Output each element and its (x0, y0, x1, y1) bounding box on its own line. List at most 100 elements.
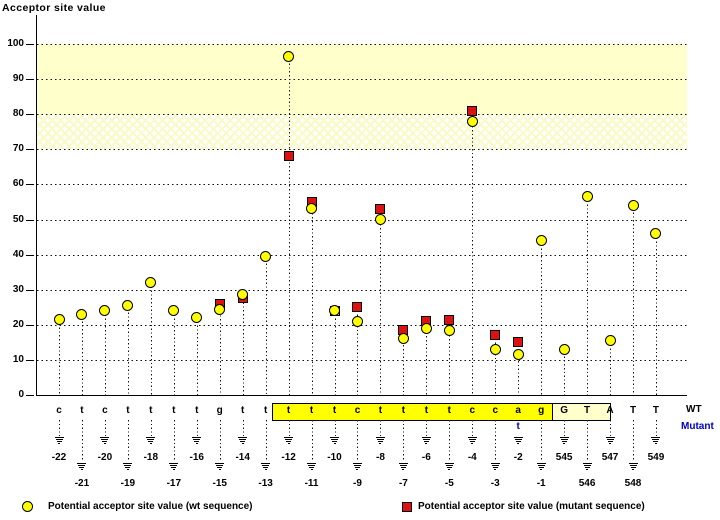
axis-stem (655, 420, 657, 436)
ground-symbol (536, 463, 546, 464)
ground-symbol (125, 467, 131, 468)
axis-stem (334, 420, 336, 436)
y-tick-40 (26, 254, 34, 256)
ground-symbol (217, 467, 223, 468)
position-label: 548 (624, 478, 642, 489)
ground-symbol (147, 439, 155, 440)
ground-symbol (240, 441, 246, 442)
ground-symbol (169, 463, 179, 464)
data-stem (655, 233, 657, 395)
ground-symbol (609, 443, 612, 444)
position-label: -7 (398, 478, 408, 489)
sequence-base: t (424, 405, 429, 416)
y-tick-label-30: 30 (12, 283, 24, 295)
position-label: 547 (601, 452, 619, 463)
mutant-marker-square (467, 105, 478, 116)
ground-symbol (146, 437, 156, 438)
sequence-base: t (332, 405, 337, 416)
position-label: 546 (578, 478, 596, 489)
ground-symbol (515, 441, 521, 442)
wt-marker-circle (329, 305, 341, 317)
data-stem (426, 321, 428, 395)
ground-symbol (471, 443, 474, 444)
ground-symbol (309, 467, 315, 468)
axis-stem (311, 420, 313, 462)
ground-symbol (356, 469, 359, 470)
position-label: -19 (120, 478, 136, 489)
data-stem (403, 330, 405, 395)
ground-symbol (448, 469, 451, 470)
sequence-base: g (538, 405, 545, 416)
ground-symbol (80, 469, 83, 470)
ground-symbol (172, 469, 175, 470)
ground-symbol (492, 467, 498, 468)
ground-symbol (331, 439, 339, 440)
position-label: -22 (51, 452, 67, 463)
ground-symbol (77, 463, 87, 464)
data-stem (380, 208, 382, 395)
position-label: -17 (166, 478, 182, 489)
wt-marker-circle (145, 277, 157, 289)
gt-box (552, 403, 612, 421)
gridline-10 (37, 359, 687, 361)
ground-symbol (560, 439, 568, 440)
data-stem (173, 310, 175, 395)
ground-symbol (632, 469, 634, 470)
position-label: -1 (536, 478, 546, 489)
ground-symbol (54, 437, 64, 438)
gridline-90 (37, 79, 687, 81)
ground-symbol (514, 439, 522, 440)
wt-marker-circle (397, 333, 409, 345)
axis-stem (104, 420, 106, 436)
ground-symbol (286, 441, 292, 442)
data-stem (150, 282, 152, 395)
data-stem (541, 240, 543, 395)
wt-marker-circle (306, 203, 318, 215)
ground-symbol (584, 467, 590, 468)
ground-symbol (423, 441, 429, 442)
y-tick-label-90: 90 (12, 73, 24, 85)
mutant-row-label: Mutant (681, 421, 714, 432)
ground-symbol (628, 463, 638, 464)
sequence-base: t (447, 405, 451, 416)
data-stem (518, 342, 520, 395)
sequence-base: t (378, 405, 383, 416)
y-tick-label-50: 50 (12, 213, 24, 225)
ground-symbol (398, 463, 408, 464)
y-tick-50 (26, 219, 34, 221)
data-stem (311, 201, 313, 395)
position-label: -8 (375, 452, 385, 463)
ground-symbol (218, 469, 221, 470)
data-stem (587, 196, 589, 395)
data-stem (449, 319, 451, 395)
y-tick-10 (26, 359, 34, 361)
ground-symbol (78, 465, 86, 466)
sequence-base: T (652, 405, 659, 416)
y-tick-0 (26, 395, 34, 396)
sequence-base: a (515, 405, 521, 416)
axis-stem (403, 420, 405, 462)
axis-stem (173, 420, 175, 462)
ground-symbol (421, 437, 431, 438)
sequence-base: t (126, 405, 130, 416)
ground-symbol (285, 439, 293, 440)
ground-symbol (540, 469, 543, 470)
wt-row-label: WT (686, 404, 702, 415)
gridline-100 (37, 44, 687, 45)
axis-stem (357, 420, 359, 462)
ground-symbol (400, 467, 406, 468)
y-tick-label-80: 80 (12, 108, 24, 120)
mutant-marker-square (352, 302, 363, 313)
ground-symbol (651, 437, 661, 438)
ground-symbol (123, 463, 133, 464)
data-stem (610, 340, 612, 395)
ground-symbol (103, 443, 106, 444)
wt-marker-circle (650, 228, 662, 240)
wt-marker-circle (168, 305, 180, 317)
position-label: -21 (74, 478, 90, 489)
sequence-base: A (606, 405, 614, 416)
ground-symbol (607, 441, 613, 442)
legend-wt-circle-icon (22, 501, 33, 512)
sequence-base: G (560, 405, 568, 416)
